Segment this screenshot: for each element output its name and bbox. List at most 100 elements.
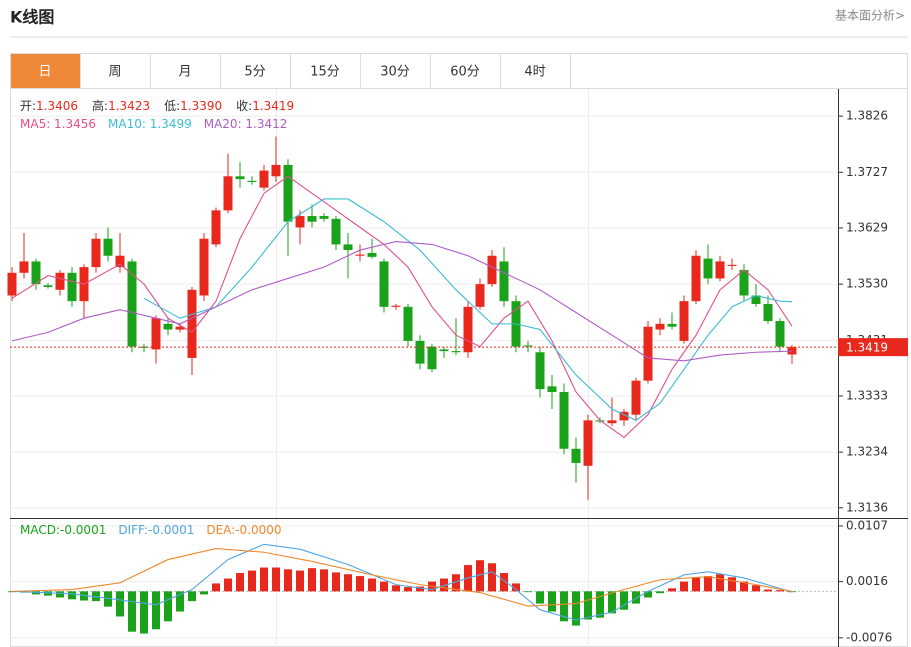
candle-body bbox=[775, 321, 785, 347]
macd-bar bbox=[188, 591, 196, 602]
candle-body bbox=[463, 306, 473, 353]
ma-legend: MA5: 1.3456 MA10: 1.3499 MA20: 1.3412 bbox=[20, 117, 287, 131]
legend-entry: DEA:-0.0000 bbox=[206, 523, 281, 537]
macd-bar bbox=[56, 591, 64, 598]
plot: 1.38261.37271.36291.35301.34311.33331.32… bbox=[7, 109, 908, 644]
candle-body bbox=[223, 176, 233, 211]
macd-bar bbox=[608, 591, 616, 614]
tab-label[interactable]: 15分 bbox=[310, 65, 340, 80]
tab-label[interactable]: 4时 bbox=[524, 65, 545, 80]
candle-body bbox=[583, 420, 593, 466]
macd-bar bbox=[80, 591, 88, 601]
tab-label[interactable]: 30分 bbox=[380, 65, 410, 80]
macd-bar bbox=[356, 576, 364, 592]
y-tick-label: 0.0107 bbox=[846, 518, 888, 532]
info-label: 高: bbox=[92, 98, 108, 113]
candle-body bbox=[355, 254, 365, 256]
indicator-line bbox=[11, 241, 793, 362]
last-price-box bbox=[838, 338, 908, 357]
candle-body bbox=[427, 346, 437, 370]
candle-body bbox=[67, 272, 77, 302]
macd-bar bbox=[668, 588, 676, 592]
macd-bar bbox=[728, 577, 736, 592]
macd-bar bbox=[308, 568, 316, 592]
candle-body bbox=[415, 340, 425, 364]
tab-label[interactable]: 日 bbox=[38, 65, 51, 80]
last-price-label: 1.3419 bbox=[846, 341, 888, 355]
macd-bar bbox=[440, 578, 448, 592]
candle-body bbox=[7, 272, 17, 296]
chart-frame bbox=[10, 53, 908, 647]
legend-entry: MA10: 1.3499 bbox=[108, 117, 192, 131]
candle-body bbox=[487, 255, 497, 285]
info-value: 1.3390 bbox=[180, 99, 222, 113]
info-value: 1.3419 bbox=[252, 99, 294, 113]
candle-body bbox=[403, 306, 413, 341]
candle-body bbox=[787, 347, 797, 355]
macd-bar bbox=[704, 576, 712, 592]
candle-body bbox=[439, 349, 449, 352]
macd-bar bbox=[692, 577, 700, 592]
macd-bar bbox=[44, 591, 52, 596]
candle-body bbox=[655, 323, 665, 330]
fundamentals-link[interactable]: 基本面分析> bbox=[835, 9, 905, 23]
ohlc-info: 开:1.3406 高:1.3423 低:1.3390 收:1.3419 bbox=[20, 98, 294, 113]
tab-bar: 日 周 月 5分 15分 30分 60分 4时 bbox=[10, 53, 571, 89]
tab-label[interactable]: 周 bbox=[108, 65, 121, 80]
macd-bar bbox=[548, 591, 556, 612]
candle-body bbox=[283, 164, 293, 222]
macd-bar bbox=[320, 569, 328, 592]
candle-body bbox=[295, 216, 305, 228]
macd-bar bbox=[776, 590, 784, 592]
macd-bar bbox=[272, 567, 280, 592]
y-tick-label: 1.3136 bbox=[846, 500, 888, 514]
candle-body bbox=[751, 295, 761, 304]
candle-body bbox=[523, 345, 533, 347]
macd-bar bbox=[536, 591, 544, 604]
indicator-line bbox=[11, 543, 793, 621]
y-tick-label: -0.0076 bbox=[846, 630, 892, 644]
macd-bar bbox=[512, 583, 520, 592]
macd-bar bbox=[380, 581, 388, 592]
indicator-line bbox=[11, 175, 793, 439]
macd-bar bbox=[632, 591, 640, 604]
candle-body bbox=[199, 238, 209, 296]
candle-body bbox=[631, 380, 641, 415]
y-tick-label: 1.3333 bbox=[846, 388, 888, 402]
legend-entry: DIFF:-0.0001 bbox=[118, 523, 194, 537]
candle-body bbox=[619, 411, 629, 421]
y-tick-label: 1.3826 bbox=[846, 109, 888, 123]
candle-body bbox=[367, 252, 377, 257]
tab-label[interactable]: 5分 bbox=[244, 65, 265, 80]
macd-bar bbox=[392, 585, 400, 592]
macd-bar bbox=[620, 591, 628, 610]
y-tick-label: 1.3530 bbox=[846, 277, 888, 291]
candle-body bbox=[379, 261, 389, 307]
macd-bar bbox=[584, 591, 592, 620]
macd-bar bbox=[128, 591, 136, 632]
macd-bar bbox=[164, 591, 172, 622]
macd-bar bbox=[68, 591, 76, 600]
candle-body bbox=[151, 318, 161, 350]
candle-body bbox=[259, 170, 269, 188]
candle-body bbox=[175, 326, 185, 330]
tab-label[interactable]: 月 bbox=[178, 65, 191, 80]
macd-bar bbox=[560, 591, 568, 622]
macd-bar bbox=[152, 591, 160, 630]
macd-bar bbox=[488, 563, 496, 592]
indicator-line bbox=[11, 548, 793, 607]
legend-entry: MA5: 1.3456 bbox=[20, 117, 96, 131]
tab[interactable] bbox=[80, 53, 151, 89]
candle-body bbox=[331, 218, 341, 245]
candle-body bbox=[211, 210, 221, 245]
candle-body bbox=[31, 261, 41, 285]
tab[interactable] bbox=[500, 53, 571, 89]
candle-body bbox=[571, 448, 581, 463]
candle-body bbox=[127, 261, 137, 347]
candle-body bbox=[739, 269, 749, 296]
macd-bar bbox=[452, 574, 460, 592]
tab-label[interactable]: 60分 bbox=[450, 65, 480, 80]
candle-body bbox=[271, 164, 281, 177]
macd-bar bbox=[716, 574, 724, 592]
tab[interactable] bbox=[360, 53, 431, 89]
